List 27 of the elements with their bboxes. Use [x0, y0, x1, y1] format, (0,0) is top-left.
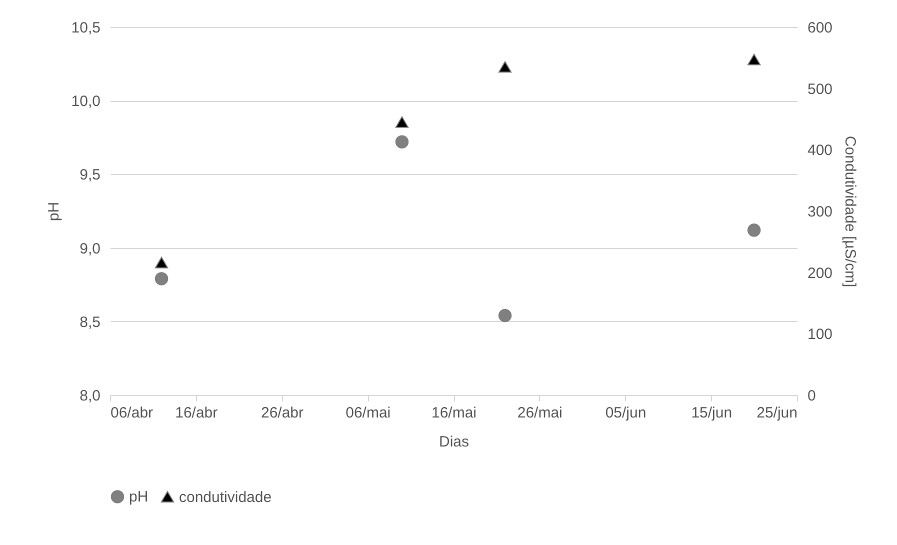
- y2-tick-label: 100: [808, 326, 833, 344]
- y-tick-label: 10,5: [71, 20, 100, 36]
- y-axis-title: pH: [45, 202, 62, 222]
- y2-tick-label: 200: [808, 264, 833, 282]
- x-tick-label: 06/mai: [346, 404, 391, 422]
- y2-axis-title: Condutividade [µS/cm]: [842, 136, 859, 288]
- y2-tick-label: 600: [808, 20, 833, 36]
- y2-tick-label: 500: [808, 80, 833, 98]
- legend-label: pH: [129, 488, 148, 506]
- y-tick-label: 9,5: [80, 166, 100, 184]
- x-tick-label: 26/abr: [260, 404, 304, 422]
- y2-tick-label: 0: [808, 388, 816, 404]
- legend-label: condutividade: [179, 488, 272, 506]
- x-tick-label: 16/abr: [175, 404, 218, 422]
- x-tick-label: 16/mai: [431, 404, 477, 422]
- x-axis-title: Dias: [438, 434, 470, 450]
- x-tick-label: 05/jun: [605, 404, 646, 422]
- x-tick-label: 26/mai: [517, 404, 562, 422]
- x-tick-label: 06/abr: [110, 404, 154, 422]
- y2-tick-label: 300: [808, 204, 833, 220]
- y2-tick-label: 400: [808, 142, 833, 160]
- x-tick-label: 15/jun: [691, 404, 732, 422]
- y-tick-label: 8,0: [80, 388, 100, 404]
- y-tick-label: 10,0: [71, 93, 100, 110]
- x-tick-label: 25/jun: [756, 404, 798, 422]
- y-tick-label: 8,5: [80, 314, 100, 331]
- y-tick-label: 9,0: [80, 240, 100, 258]
